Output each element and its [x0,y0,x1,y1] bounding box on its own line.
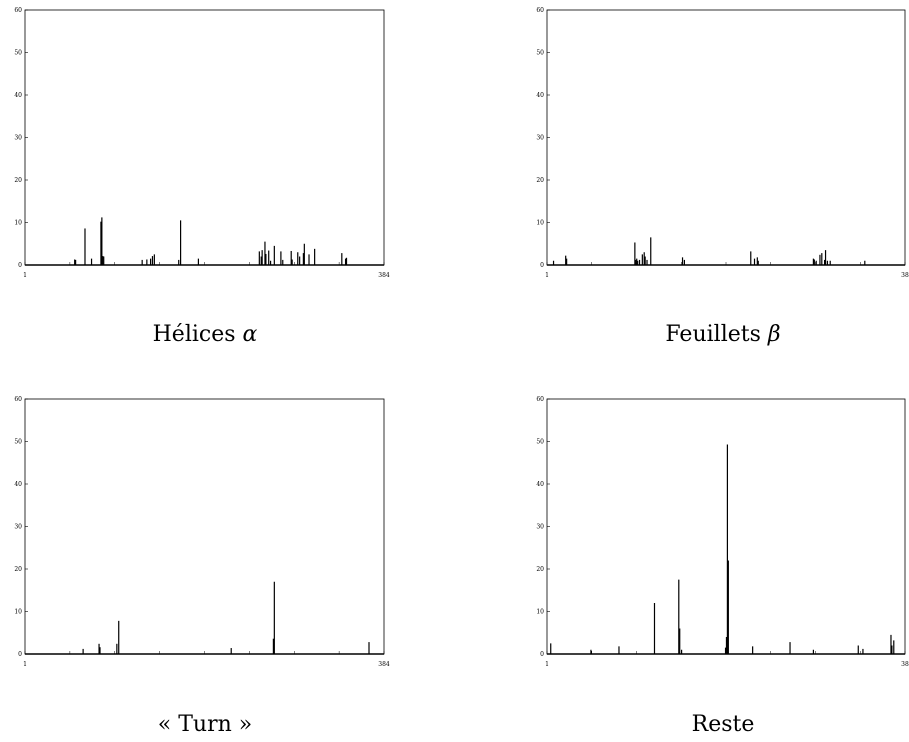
y-tick-label: 60 [536,7,544,14]
caption-turn-text: « Turn » [157,712,253,737]
y-tick-label: 10 [14,220,22,227]
plot-frame [24,398,385,655]
y-tick-label: 40 [536,92,544,99]
y-tick-label: 0 [18,262,22,269]
caption-feuillets-text: Feuillets [665,322,768,347]
y-tick-label: 50 [14,50,22,57]
y-tick-label: 20 [14,566,22,573]
y-tick-label: 40 [14,481,22,488]
y-tick-label: 50 [536,439,544,446]
y-tick-label: 10 [14,609,22,616]
chart-panel-turn: 0 10 20 30 40 50 60 1 384 [14,396,390,668]
y-tick-label: 0 [18,651,22,658]
caption-reste: Reste [538,712,908,737]
y-tick-label: 30 [14,524,22,531]
y-tick-label: 40 [14,92,22,99]
caption-feuillets: Feuillets β [538,322,908,347]
beta-symbol: β [767,322,781,347]
y-tick-label: 20 [536,177,544,184]
x-tick-label-end: 384 [378,661,390,668]
x-tick-label-start: 1 [545,661,549,668]
y-tick-label: 10 [536,220,544,227]
y-tick-label: 40 [536,481,544,488]
x-tick-label-start: 1 [23,661,27,668]
y-tick-label: 50 [14,439,22,446]
x-tick-label-end: 384 [378,272,390,279]
y-tick-label: 30 [14,135,22,142]
y-tick-label: 0 [540,651,544,658]
y-tick-label: 20 [536,566,544,573]
y-tick-label: 0 [540,262,544,269]
chart-panel-reste: 0 10 20 30 40 50 60 1 38 [536,396,909,668]
y-tick-label: 60 [14,7,22,14]
plot-frame [24,9,385,266]
caption-helices: Hélices α [20,322,390,347]
x-tick-label-end: 38 [901,272,909,279]
chart-panel-helices: 0 10 20 30 40 50 60 1 384 [14,7,390,279]
plot-frame [546,9,906,266]
y-tick-label: 50 [536,50,544,57]
x-tick-label-start: 1 [545,272,549,279]
caption-reste-text: Reste [691,712,755,737]
caption-helices-text: Hélices [152,322,243,347]
x-tick-label-end: 38 [901,661,909,668]
chart-panel-feuillets: 0 10 20 30 40 50 60 1 38 [536,7,909,279]
y-tick-label: 20 [14,177,22,184]
y-tick-label: 60 [536,396,544,403]
x-tick-label-start: 1 [23,272,27,279]
y-tick-label: 60 [14,396,22,403]
y-tick-label: 10 [536,609,544,616]
y-tick-label: 30 [536,135,544,142]
y-tick-label: 30 [536,524,544,531]
alpha-symbol: α [242,322,258,347]
caption-turn: « Turn » [20,712,390,737]
plot-frame [546,398,906,655]
